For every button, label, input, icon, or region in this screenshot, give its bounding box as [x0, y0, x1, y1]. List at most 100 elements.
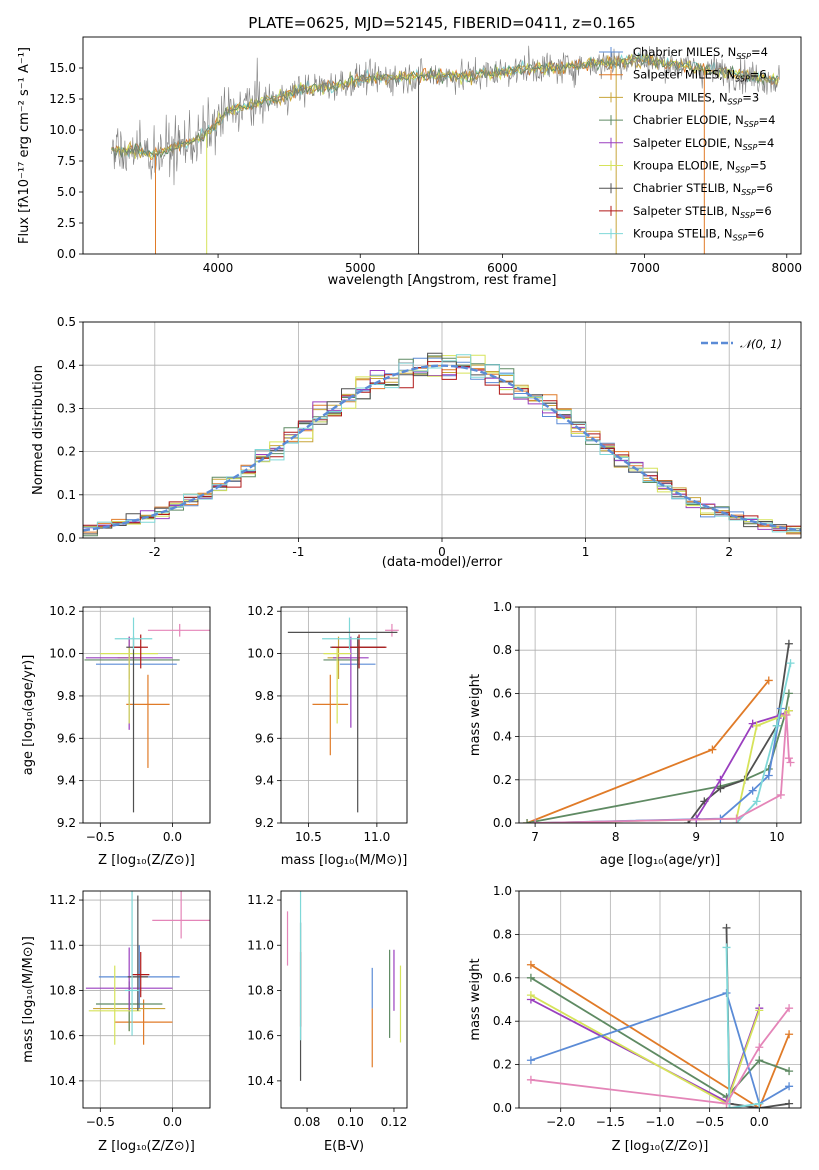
legend-label: Kroupa MILES, NSSP=3 [633, 90, 759, 106]
y-tick-label: 0.1 [57, 488, 76, 502]
legend-label-text: Kroupa STELIB, N [633, 227, 733, 241]
legend-label-tail: =6 [750, 68, 767, 82]
weight-point [526, 991, 535, 1000]
weight-point [784, 689, 793, 698]
y-axis-label: Flux [fλ10⁻¹⁷ erg cm⁻² s⁻¹ A⁻¹] [17, 47, 32, 244]
legend-label-text: Salpeter ELODIE, N [633, 136, 743, 150]
weight-point [526, 960, 535, 969]
y-axis-label: age [log₁₀(age/yr)] [21, 655, 36, 776]
y-tick-label: 0.2 [493, 1058, 512, 1072]
weight-point [722, 923, 731, 932]
x-tick-label: 10.5 [295, 830, 322, 844]
y-tick-label: 9.2 [255, 816, 274, 830]
y-tick-label: 0.8 [493, 927, 512, 941]
plot-area [111, 45, 780, 254]
spectrum-panel: 4000 5000 6000 7000 8000 0.0 2.5 5.0 7.5 10.0 12.5… [17, 14, 802, 288]
weight-point [755, 1006, 764, 1015]
x-axis-label: Z [log₁₀(Z/Z⊙)] [98, 1139, 195, 1154]
weight-point [748, 786, 757, 795]
y-tick-label: 10.6 [247, 1029, 274, 1043]
x-axis-label: wavelength [Angstrom, rest frame] [328, 273, 557, 288]
x-tick-label: 10 [769, 830, 784, 844]
y-tick-label: 10.8 [247, 983, 274, 997]
weight-point [526, 973, 535, 982]
weight-point [523, 819, 532, 823]
weight-line [725, 947, 760, 1108]
legend-label: Salpeter STELIB, NSSP=6 [633, 204, 772, 220]
axes-frame [518, 606, 802, 824]
x-tick-label: −0.5 [695, 1115, 724, 1129]
residual-histogram-panel: -2 -1 0 1 2 0.0 0.1 0.2 0.3 0.4 0.5 (data-model)/er… [31, 315, 802, 570]
weight-point [531, 819, 540, 823]
x-tick-label: −1.0 [645, 1115, 674, 1129]
y-tick-label: 0.0 [57, 247, 76, 261]
y-tick-label: 2.5 [57, 216, 76, 230]
legend-label-sub: SSP [740, 211, 755, 220]
weight-point [716, 775, 725, 784]
y-axis-label: mass [log₁₀(M/M⊙)] [21, 936, 36, 1063]
plot-area [286, 891, 402, 1081]
weight-line [687, 643, 790, 823]
weight-point [722, 943, 731, 952]
legend-label-sub: SSP [733, 234, 748, 243]
x-tick-label: 0.10 [337, 1115, 364, 1129]
x-tick-label: 8000 [772, 261, 803, 275]
legend-label-text: Salpeter MILES, N [633, 68, 735, 82]
weight-point [755, 1099, 764, 1108]
plot-area [287, 617, 399, 813]
weight-line [526, 693, 790, 823]
x-tick-label: 6000 [487, 261, 518, 275]
y-axis-label: Normed distribution [31, 365, 46, 495]
y-axis-label: mass weight [468, 674, 483, 756]
y-tick-label: 9.4 [255, 774, 274, 788]
y-tick-label: 0.0 [57, 531, 76, 545]
histogram-legend: 𝒩(0, 1) [701, 337, 782, 351]
weight-line [530, 1007, 790, 1105]
legend-label: Kroupa STELIB, NSSP=6 [633, 227, 764, 243]
axes-frame [280, 890, 408, 1109]
x-tick-label: −0.5 [86, 1115, 115, 1129]
x-tick-label: 8 [612, 830, 620, 844]
axes-frame [82, 321, 802, 539]
axes-frame [280, 606, 408, 824]
z-age-panel: −0.5 0.0 9.2 9.4 9.6 9.8 10.0 10.2 Z [log₁₀(Z/Z⊙… [21, 604, 211, 868]
x-tick-label: -1 [292, 545, 304, 559]
y-tick-label: 11.2 [49, 893, 76, 907]
x-axis-label: (data-model)/error [382, 555, 503, 570]
x-tick-label: 0.0 [163, 830, 182, 844]
legend-label-tail: =4 [759, 113, 776, 127]
y-tick-label: 10.0 [247, 647, 274, 661]
weight-point [722, 1099, 731, 1108]
x-tick-label: −2.0 [546, 1115, 575, 1129]
weight-point [784, 639, 793, 648]
weight-point [772, 721, 781, 730]
y-tick-label: 0.3 [57, 401, 76, 415]
y-tick-label: 5.0 [57, 185, 76, 199]
legend-label-sub: SSP [736, 52, 751, 61]
legend-label: 𝒩(0, 1) [740, 337, 782, 351]
x-tick-label: -2 [149, 545, 161, 559]
weight-point [748, 719, 757, 728]
legend-label-text: Chabrier MILES, N [633, 45, 736, 59]
y-tick-label: 11.0 [247, 938, 274, 952]
legend-label-sub: SSP [728, 97, 743, 106]
x-tick-label: 0 [438, 545, 446, 559]
y-tick-label: 1.0 [493, 600, 512, 614]
y-tick-label: 12.5 [49, 92, 76, 106]
x-tick-label: −0.5 [86, 830, 115, 844]
y-tick-label: 10.8 [49, 983, 76, 997]
weight-point [764, 771, 773, 780]
weight-line [530, 964, 790, 1108]
ebv-mass-panel: 0.08 0.10 0.12 10.4 10.6 10.8 11.0 11.2 E(B-V) [247, 890, 408, 1154]
y-tick-label: 0.2 [493, 773, 512, 787]
legend-label-text: Kroupa MILES, N [633, 90, 728, 104]
z-mass-panel: −0.5 0.0 10.4 10.6 10.8 11.0 11.2 Z [log₁₀(Z/Z⊙… [21, 890, 211, 1154]
plot-area [83, 352, 801, 538]
y-tick-label: 0.4 [57, 358, 76, 372]
weight-point [752, 797, 761, 806]
y-tick-label: 0.4 [493, 730, 512, 744]
weight-point [785, 1004, 794, 1013]
y-tick-label: 1.0 [493, 884, 512, 898]
